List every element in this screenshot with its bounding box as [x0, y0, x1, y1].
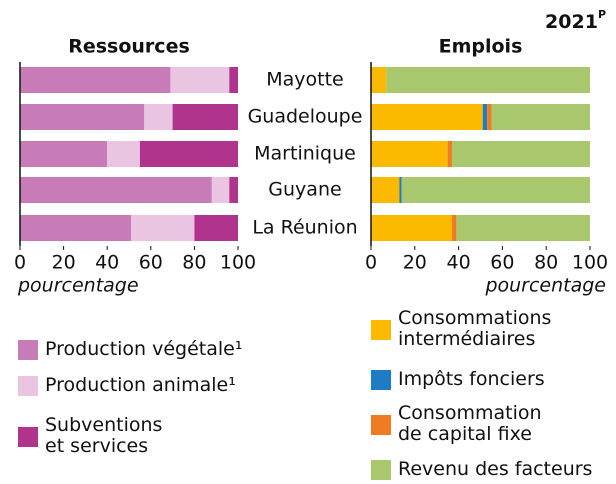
x-tick-label: 100	[572, 252, 608, 274]
legend-label: Consommation de capital fixe	[398, 402, 542, 445]
x-tick-label: 0	[365, 252, 377, 274]
bar-segment	[20, 177, 212, 203]
bar-segment	[20, 104, 145, 130]
x-tick-label: 80	[534, 252, 558, 274]
chart-title: Emplois	[439, 36, 523, 58]
bar-segment	[371, 104, 483, 130]
x-tick-label: 60	[490, 252, 514, 274]
bar-segment	[401, 177, 590, 203]
legend-swatch	[371, 320, 391, 340]
category-label: La Réunion	[252, 217, 357, 239]
category-label: Mayotte	[266, 69, 344, 91]
chart-title: Ressources	[68, 36, 190, 58]
legend-label: Production animale¹	[45, 373, 236, 396]
bar-segment	[491, 104, 590, 130]
year-sup: P	[598, 8, 606, 21]
x-axis-label: pourcentage	[484, 275, 606, 297]
bar-segment	[386, 67, 590, 93]
x-tick-label: 80	[182, 252, 206, 274]
legend-label: Impôts fonciers	[398, 367, 545, 390]
bar-segment	[456, 215, 590, 241]
x-axis-label: pourcentage	[17, 275, 139, 297]
x-tick-label: 60	[139, 252, 163, 274]
legend-label: Subventions et services	[45, 414, 163, 457]
bar-segment	[20, 67, 171, 93]
bar-segment	[452, 141, 590, 167]
bar-segment	[20, 141, 108, 167]
x-tick-label: 40	[447, 252, 471, 274]
year-text: 2021	[545, 11, 598, 33]
bar-segment	[371, 67, 387, 93]
x-tick-label: 40	[95, 252, 119, 274]
category-label: Guadeloupe	[248, 106, 363, 128]
legend-swatch	[371, 415, 391, 435]
x-tick-label: 20	[52, 252, 76, 274]
x-tick-label: 20	[403, 252, 427, 274]
legend-swatch	[371, 370, 391, 390]
bar-segment	[229, 67, 238, 93]
bar-segment	[172, 104, 238, 130]
bar-segment	[229, 177, 238, 203]
legend-swatch	[18, 376, 38, 396]
bar-segment	[487, 104, 492, 130]
bar-segment	[20, 215, 132, 241]
bar-segment	[371, 215, 453, 241]
bar-segment	[447, 141, 453, 167]
legend-swatch	[371, 460, 391, 480]
legend-label: Revenu des facteurs	[398, 457, 593, 480]
bar-segment	[139, 141, 238, 167]
bar-segment	[371, 177, 400, 203]
bar-segment	[371, 141, 448, 167]
bar-segment	[452, 215, 457, 241]
legend-label: Consommations intermédiaires	[398, 307, 552, 350]
category-label: Guyane	[268, 179, 341, 201]
legend-label: Production végétale¹	[45, 337, 243, 360]
legend-swatch	[18, 340, 38, 360]
bar-segment	[211, 177, 230, 203]
x-tick-label: 0	[14, 252, 26, 274]
legend-swatch	[18, 427, 38, 447]
bar-segment	[107, 141, 140, 167]
bar-segment	[399, 177, 402, 203]
bar-segment	[170, 67, 230, 93]
year: 2021P	[545, 8, 606, 33]
bar-segment	[194, 215, 238, 241]
bar-segment	[482, 104, 488, 130]
category-label: Martinique	[254, 143, 356, 165]
bar-segment	[131, 215, 195, 241]
x-tick-label: 100	[220, 252, 256, 274]
bar-segment	[144, 104, 173, 130]
